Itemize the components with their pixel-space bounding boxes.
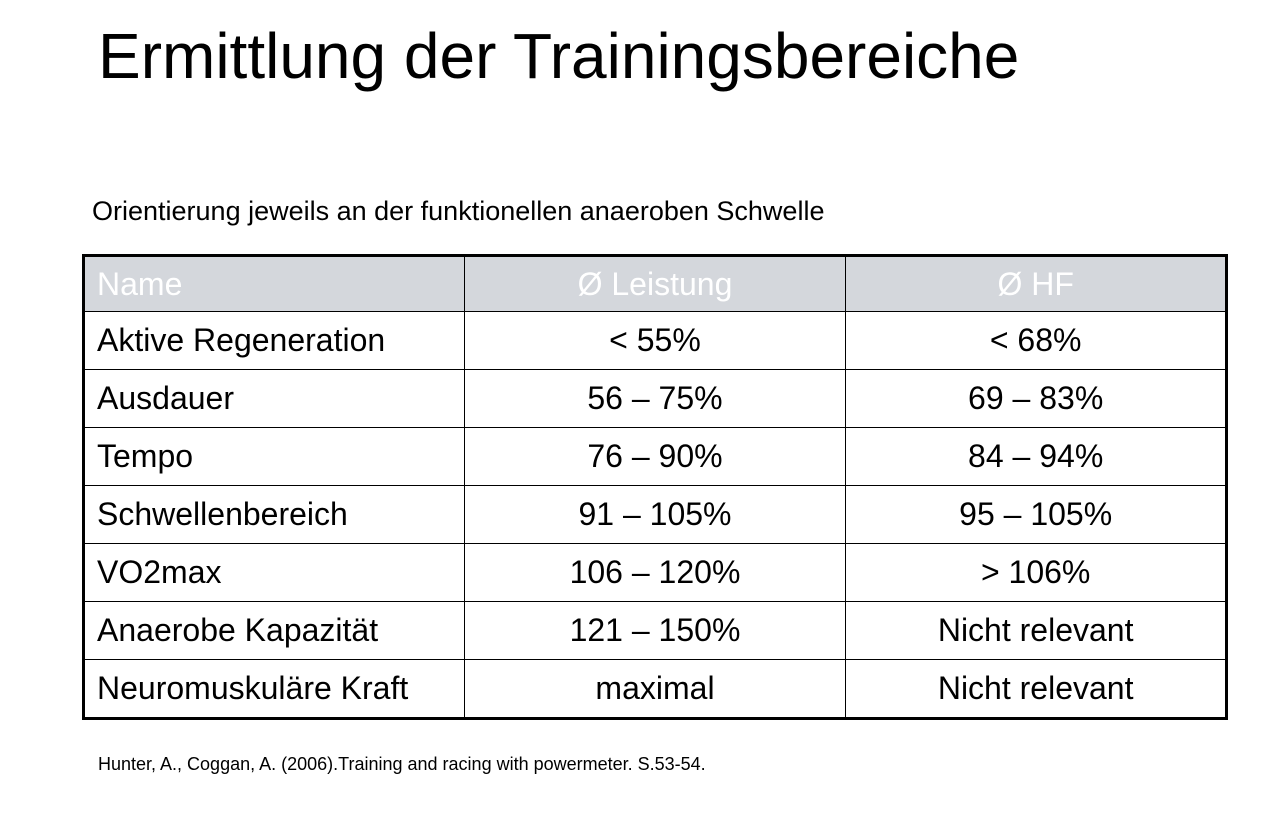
zone-name-cell: Neuromuskuläre Kraft <box>83 659 465 719</box>
power-cell: 76 – 90% <box>463 427 847 486</box>
training-zones-table: Name Ø Leistung Ø HF Aktive Regeneration… <box>82 254 1228 720</box>
heart-rate-cell: Nicht relevant <box>845 601 1227 660</box>
table-row: Tempo 76 – 90% 84 – 94% <box>83 427 1227 486</box>
zone-name-cell: Schwellenbereich <box>83 485 465 544</box>
table-row: Aktive Regeneration < 55% < 68% <box>83 311 1227 370</box>
zone-name-cell: Anaerobe Kapazität <box>83 601 465 660</box>
power-cell: 91 – 105% <box>463 485 847 544</box>
zone-name-cell: Aktive Regeneration <box>83 311 465 370</box>
page-title: Ermittlung der Trainingsbereiche <box>98 20 1020 92</box>
column-header-heart-rate: Ø HF <box>845 255 1227 312</box>
heart-rate-cell: > 106% <box>845 543 1227 602</box>
table-header-row: Name Ø Leistung Ø HF <box>83 255 1227 312</box>
zone-name-cell: Ausdauer <box>83 369 465 428</box>
heart-rate-cell: < 68% <box>845 311 1227 370</box>
power-cell: < 55% <box>463 311 847 370</box>
table-row: Anaerobe Kapazität 121 – 150% Nicht rele… <box>83 601 1227 660</box>
heart-rate-cell: Nicht relevant <box>845 659 1227 719</box>
power-cell: maximal <box>463 659 847 719</box>
subtitle: Orientierung jeweils an der funktionelle… <box>92 196 825 226</box>
power-cell: 56 – 75% <box>463 369 847 428</box>
zone-name-cell: VO2max <box>83 543 465 602</box>
column-header-power: Ø Leistung <box>463 255 847 312</box>
zone-name-cell: Tempo <box>83 427 465 486</box>
table-row: VO2max 106 – 120% > 106% <box>83 543 1227 602</box>
table-row: Ausdauer 56 – 75% 69 – 83% <box>83 369 1227 428</box>
heart-rate-cell: 95 – 105% <box>845 485 1227 544</box>
heart-rate-cell: 84 – 94% <box>845 427 1227 486</box>
table-row: Neuromuskuläre Kraft maximal Nicht relev… <box>83 659 1227 719</box>
heart-rate-cell: 69 – 83% <box>845 369 1227 428</box>
citation: Hunter, A., Coggan, A. (2006).Training a… <box>98 754 706 774</box>
power-cell: 106 – 120% <box>463 543 847 602</box>
table-row: Schwellenbereich 91 – 105% 95 – 105% <box>83 485 1227 544</box>
power-cell: 121 – 150% <box>463 601 847 660</box>
column-header-name: Name <box>83 255 465 312</box>
